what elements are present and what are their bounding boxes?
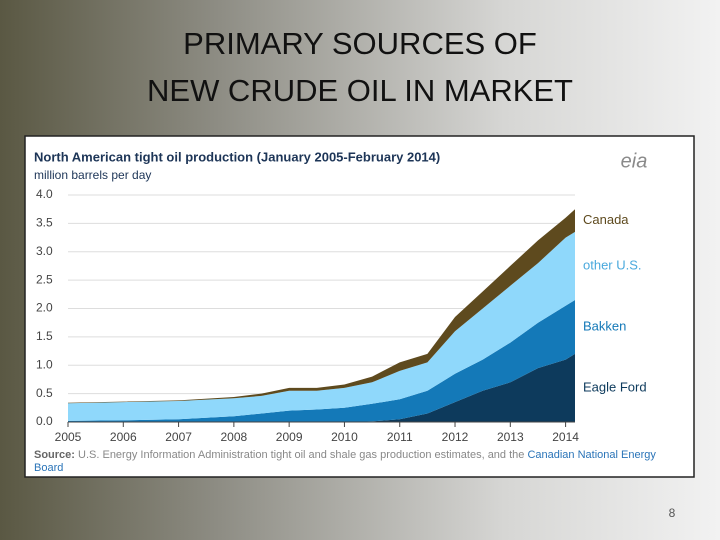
x-tick-label: 2006 <box>110 430 137 444</box>
x-tick-label: 2011 <box>387 430 413 444</box>
y-tick-label: 1.0 <box>36 357 53 371</box>
y-tick-label: 3.5 <box>36 216 53 230</box>
chart-title: North American tight oil production (Jan… <box>34 149 440 164</box>
chart-subtitle: million barrels per day <box>34 168 151 182</box>
area <box>68 231 575 421</box>
source-link[interactable]: Canadian National Energy Board <box>34 449 656 474</box>
source-text: U.S. Energy Information Administration t… <box>78 449 525 461</box>
source-prefix: Source: <box>34 449 75 461</box>
y-tick-label: 3.0 <box>36 244 53 258</box>
slide-title: PRIMARY SOURCES OF <box>183 26 537 61</box>
x-tick-label: 2009 <box>276 430 303 444</box>
x-tick-label: 2014 <box>552 430 579 444</box>
y-tick-label: 4.0 <box>36 187 53 201</box>
x-tick-label: 2005 <box>55 430 82 444</box>
source-note: Source: U.S. Energy Information Administ… <box>34 449 674 475</box>
y-tick-label: 1.5 <box>36 329 53 343</box>
y-tick-label: 2.5 <box>36 272 53 286</box>
logo: eia <box>621 150 648 172</box>
area <box>68 300 575 422</box>
x-tick-label: 2007 <box>165 430 192 444</box>
area <box>68 353 575 422</box>
x-tick-label: 2012 <box>442 430 469 444</box>
x-tick-label: 2008 <box>221 430 248 444</box>
y-tick-label: 0.0 <box>36 414 53 428</box>
legend-label: Eagle Ford <box>583 379 647 394</box>
area <box>68 209 575 404</box>
chart-frame <box>24 135 695 478</box>
slide-title: NEW CRUDE OIL IN MARKET <box>147 73 573 108</box>
x-tick-label: 2013 <box>497 430 524 444</box>
legend-label: Bakken <box>583 318 626 333</box>
x-tick-label: 2010 <box>331 430 358 444</box>
y-tick-label: 2.0 <box>36 301 53 315</box>
legend-label: other U.S. <box>583 257 642 272</box>
legend-label: Canada <box>583 212 629 227</box>
y-tick-label: 0.5 <box>36 386 53 400</box>
page-number: 8 <box>669 506 676 520</box>
